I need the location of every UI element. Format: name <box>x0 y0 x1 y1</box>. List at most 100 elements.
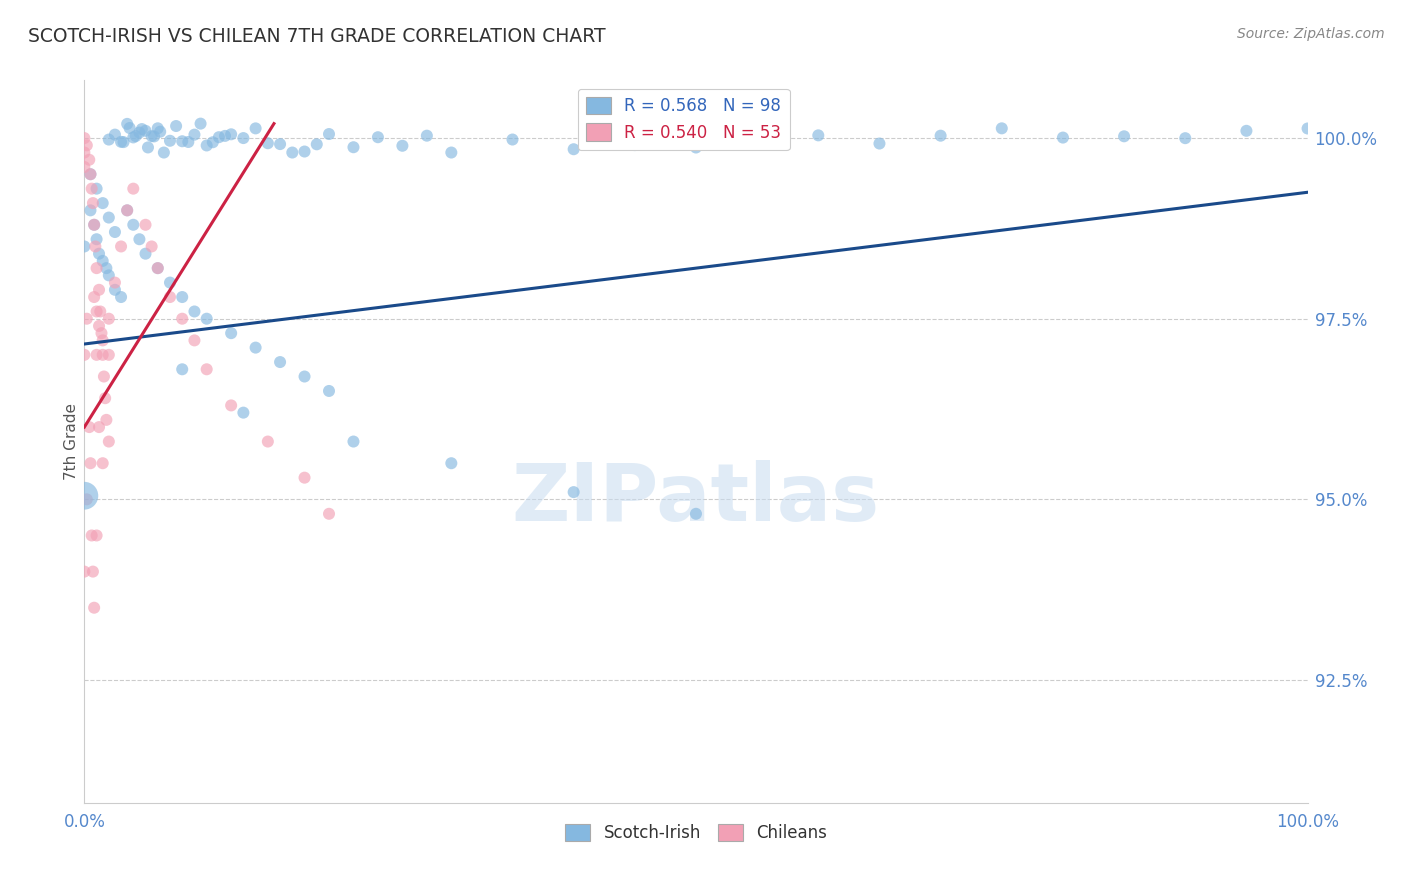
Point <box>86 261 108 276</box>
Point <box>318 127 340 141</box>
Point <box>141 239 163 253</box>
Point <box>79 203 101 218</box>
Point <box>131 122 153 136</box>
Point <box>747 128 769 143</box>
Point <box>135 218 157 232</box>
Point <box>165 119 187 133</box>
Point <box>80 181 103 195</box>
Point <box>104 276 127 290</box>
Point <box>86 232 108 246</box>
Point <box>104 128 127 142</box>
Point <box>97 268 120 283</box>
Point <box>1296 121 1319 136</box>
Point <box>153 145 176 160</box>
Point <box>76 311 98 326</box>
Text: Source: ZipAtlas.com: Source: ZipAtlas.com <box>1237 27 1385 41</box>
Point <box>172 290 194 304</box>
Point <box>294 145 316 159</box>
Point <box>159 134 181 148</box>
Point <box>1052 130 1074 145</box>
Text: ZIPatlas: ZIPatlas <box>512 460 880 539</box>
Point <box>183 128 205 142</box>
Point <box>159 290 181 304</box>
Point <box>685 140 707 154</box>
Point <box>929 128 952 143</box>
Point <box>318 507 340 521</box>
Point <box>1236 124 1258 138</box>
Point <box>318 384 340 398</box>
Point <box>90 326 112 340</box>
Point <box>342 434 364 449</box>
Point <box>73 131 96 145</box>
Point <box>97 348 120 362</box>
Point <box>125 129 148 144</box>
Point <box>172 362 194 376</box>
Point <box>87 420 110 434</box>
Point <box>86 304 108 318</box>
Point <box>991 121 1014 136</box>
Point <box>83 218 105 232</box>
Point <box>143 129 166 144</box>
Point <box>391 138 413 153</box>
Point <box>172 311 194 326</box>
Point <box>97 311 120 326</box>
Point <box>115 203 138 218</box>
Point <box>135 246 157 260</box>
Point <box>128 232 150 246</box>
Point <box>82 196 104 211</box>
Point <box>115 117 138 131</box>
Text: SCOTCH-IRISH VS CHILEAN 7TH GRADE CORRELATION CHART: SCOTCH-IRISH VS CHILEAN 7TH GRADE CORREL… <box>28 27 606 45</box>
Point <box>86 528 108 542</box>
Point <box>115 203 138 218</box>
Point <box>110 290 132 304</box>
Point <box>195 362 218 376</box>
Point <box>96 261 118 276</box>
Point <box>73 348 96 362</box>
Point <box>104 283 127 297</box>
Point <box>685 507 707 521</box>
Point <box>91 196 114 211</box>
Point <box>135 124 157 138</box>
Point <box>94 391 117 405</box>
Point <box>245 121 267 136</box>
Point <box>294 369 316 384</box>
Point <box>79 167 101 181</box>
Point <box>269 355 291 369</box>
Point <box>562 485 585 500</box>
Point <box>80 528 103 542</box>
Legend: Scotch-Irish, Chileans: Scotch-Irish, Chileans <box>558 817 834 848</box>
Point <box>190 117 212 131</box>
Point <box>146 261 169 276</box>
Point <box>84 239 107 253</box>
Point <box>219 128 242 142</box>
Point <box>149 125 172 139</box>
Point <box>91 253 114 268</box>
Point <box>219 326 242 340</box>
Point <box>177 135 200 149</box>
Point <box>440 145 463 160</box>
Point <box>136 140 159 154</box>
Point <box>232 131 254 145</box>
Point <box>77 420 100 434</box>
Point <box>91 456 114 470</box>
Point <box>97 132 120 146</box>
Point <box>118 121 141 136</box>
Point <box>257 434 280 449</box>
Point <box>110 135 132 149</box>
Point <box>76 492 98 507</box>
Point <box>77 153 100 167</box>
Point <box>128 126 150 140</box>
Point <box>122 181 145 195</box>
Point <box>159 276 181 290</box>
Point <box>82 565 104 579</box>
Point <box>172 134 194 148</box>
Point <box>83 290 105 304</box>
Point <box>183 334 205 348</box>
Point <box>83 218 105 232</box>
Point <box>97 434 120 449</box>
Point <box>141 129 163 144</box>
Point <box>201 135 224 149</box>
Point <box>416 128 439 143</box>
Point <box>87 283 110 297</box>
Point <box>807 128 830 143</box>
